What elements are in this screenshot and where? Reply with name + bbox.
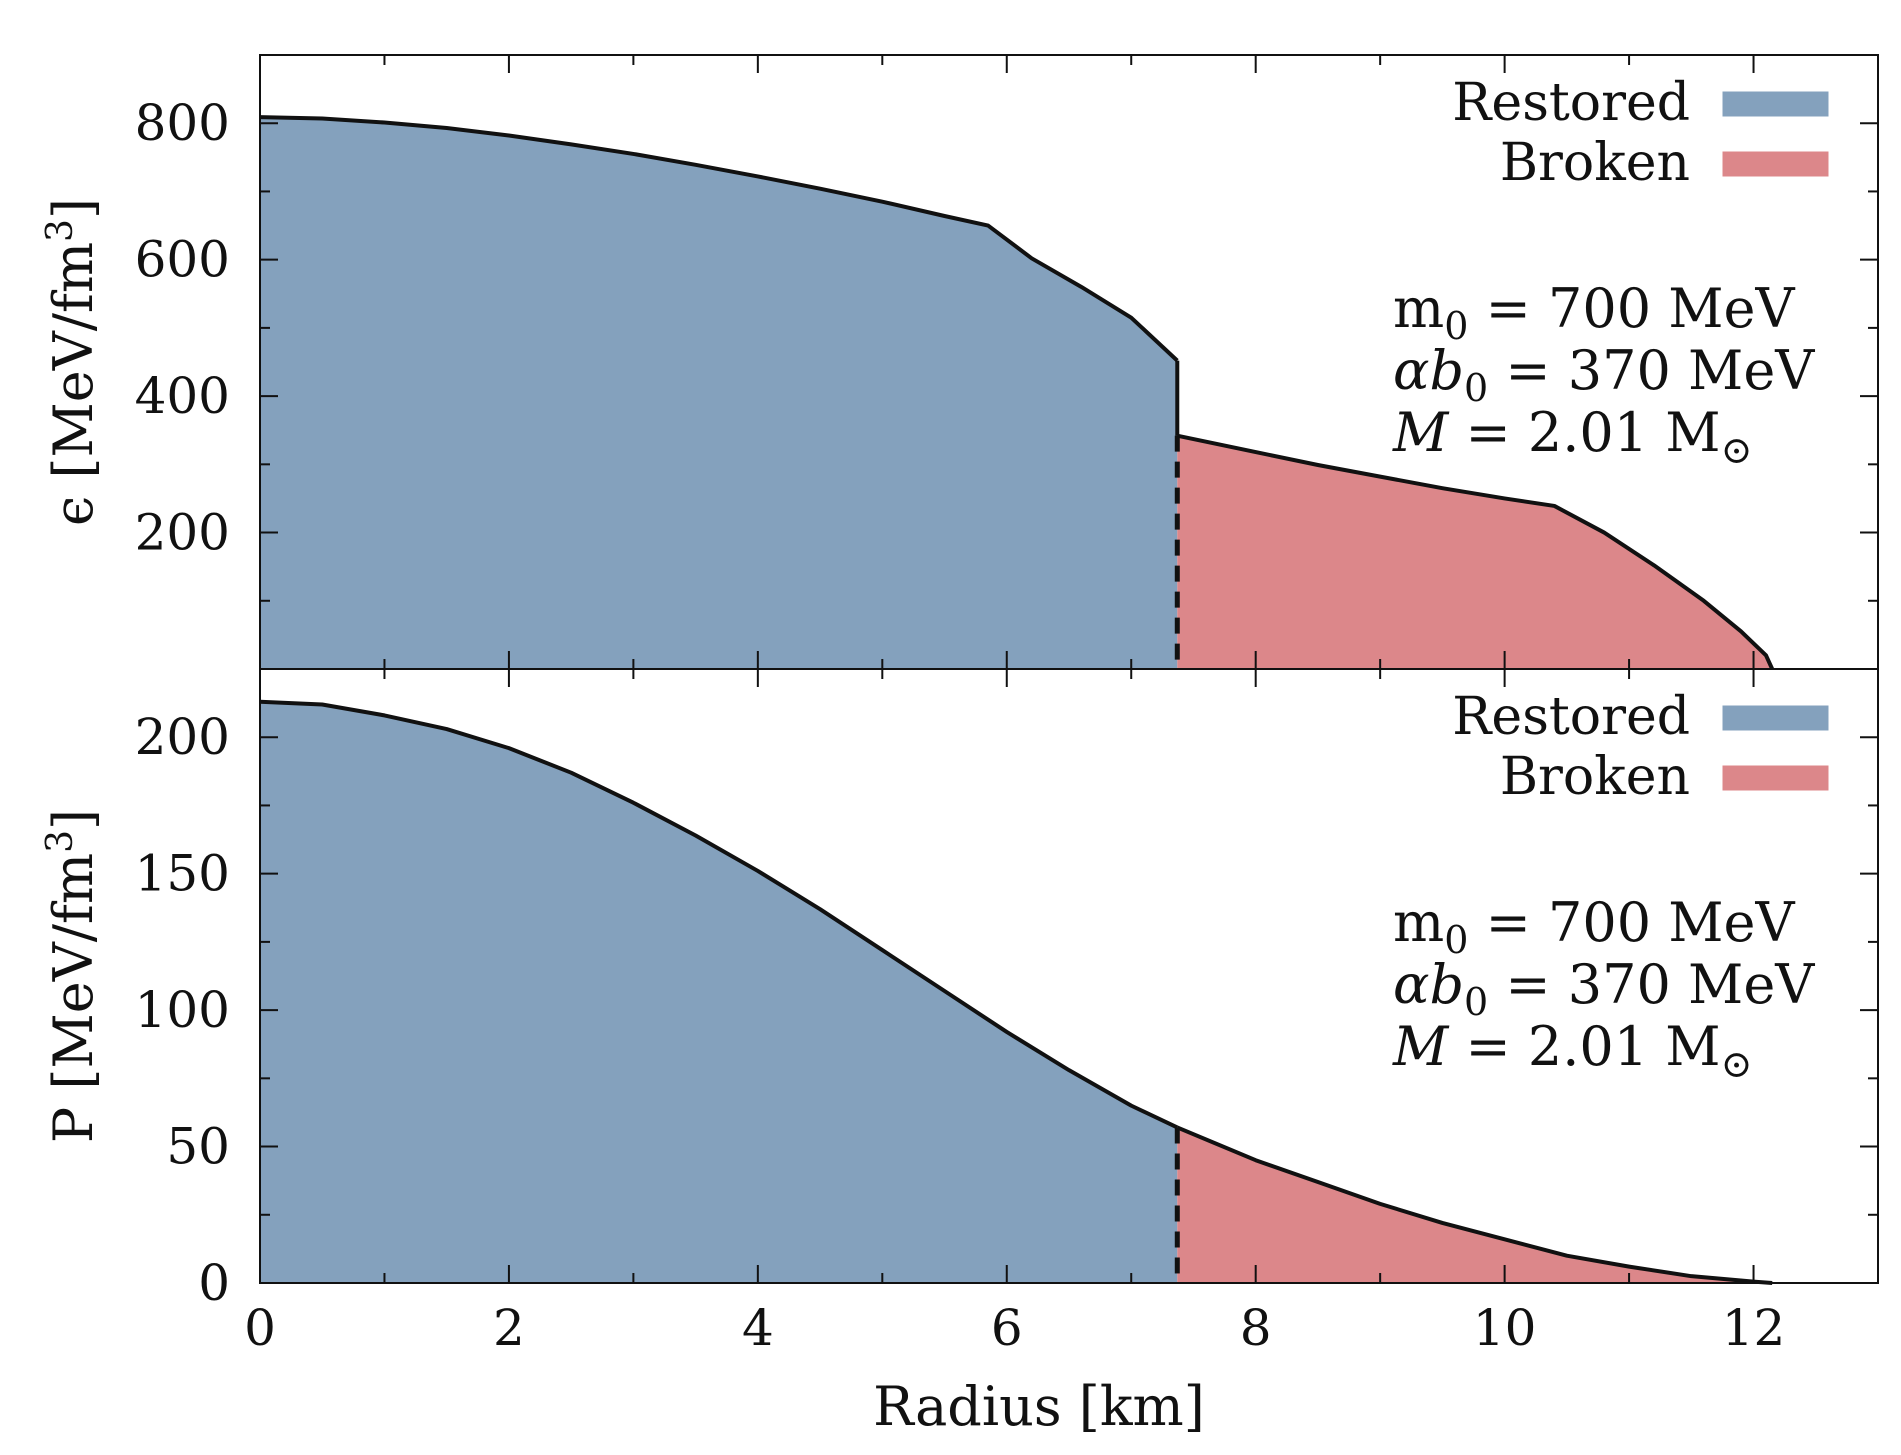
y-tick-label: 50 <box>166 1118 230 1176</box>
y-tick-label: 150 <box>135 845 230 903</box>
legend-label: Broken <box>1500 133 1690 193</box>
legend-swatch <box>1722 91 1829 117</box>
broken-curve <box>1176 433 1775 670</box>
y-tick-label: 200 <box>135 504 230 562</box>
legend-label: Broken <box>1500 747 1690 807</box>
y-tick-label: 200 <box>135 708 230 766</box>
x-tick-label: 6 <box>991 1299 1023 1357</box>
plot-frame <box>259 668 1879 1284</box>
restored-area <box>260 701 1178 1283</box>
parameter-annotation: αb0 = 370 MeV <box>1393 339 1815 410</box>
x-tick-label: 12 <box>1722 1299 1786 1357</box>
y-axis-title: P [MeV/fm3] <box>40 809 105 1143</box>
x-axis-title: Radius [km] <box>873 1375 1205 1438</box>
restored-area <box>260 117 1178 670</box>
y-tick-label: 800 <box>135 94 230 152</box>
x-tick-label: 4 <box>742 1299 774 1357</box>
restored-curve <box>259 115 1179 363</box>
x-tick-label: 8 <box>1240 1299 1272 1357</box>
y-tick-label: 100 <box>135 981 230 1039</box>
broken-area <box>1177 1127 1773 1283</box>
x-tick-label: 0 <box>244 1299 276 1357</box>
parameter-annotation: M = 2.01 M⊙ <box>1392 401 1752 472</box>
x-tick-label: 2 <box>493 1299 525 1357</box>
legend-swatch <box>1722 705 1829 731</box>
legend-swatch <box>1722 765 1829 791</box>
restored-curve <box>259 699 1179 1130</box>
parameter-annotation: M = 2.01 M⊙ <box>1392 1015 1752 1086</box>
y-tick-label: 0 <box>198 1254 230 1312</box>
x-tick-label: 10 <box>1473 1299 1537 1357</box>
legend-label: Restored <box>1452 687 1690 747</box>
parameter-annotation: m0 = 700 MeV <box>1393 891 1795 962</box>
broken-curve <box>1176 1125 1773 1285</box>
legend-swatch <box>1722 151 1829 177</box>
y-axis-title: ϵ [MeV/fm3] <box>40 198 105 526</box>
y-tick-label: 400 <box>135 367 230 425</box>
y-tick-label: 600 <box>135 231 230 289</box>
legend-label: Restored <box>1452 73 1690 133</box>
pressure-panel: 0 50 100 150 200 0 2 4 6 8 10 12 P [MeV/fm3] Restored… <box>40 668 1879 1438</box>
broken-area <box>1177 435 1773 669</box>
parameter-annotation: αb0 = 370 MeV <box>1393 953 1815 1024</box>
parameter-annotation: m0 = 700 MeV <box>1393 277 1795 348</box>
